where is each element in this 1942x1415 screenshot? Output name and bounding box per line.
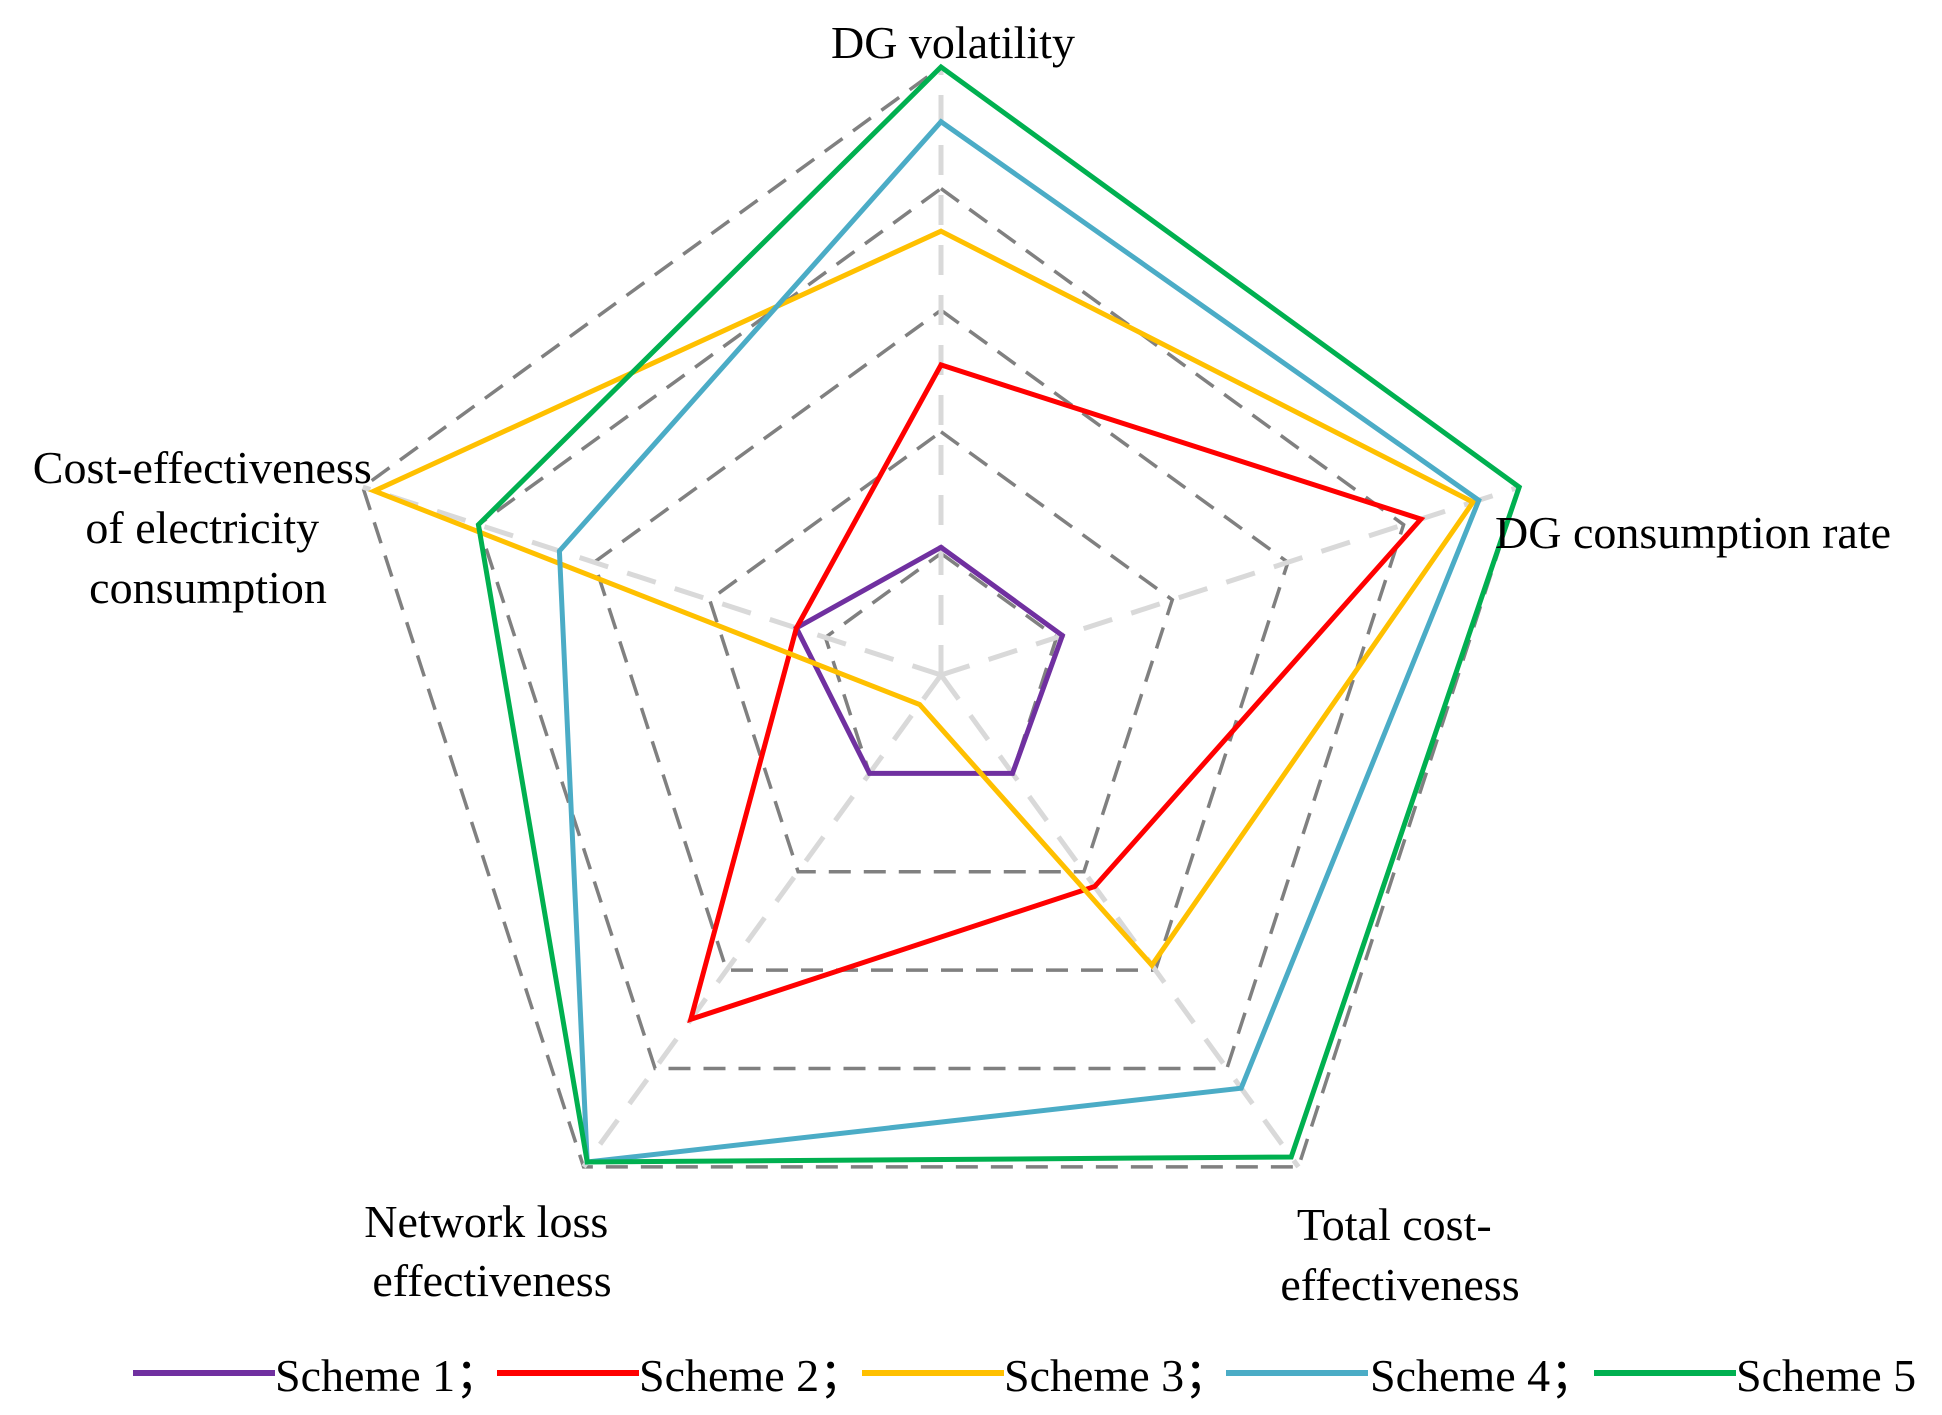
legend-label-scheme-3: Scheme 3； bbox=[1004, 1350, 1230, 1401]
axis-label-line: effectiveness bbox=[1280, 1259, 1519, 1310]
series-line-scheme-2 bbox=[687, 361, 1426, 1024]
axis-label-dg-volatility: DG volatility bbox=[831, 17, 1075, 68]
radar-series bbox=[367, 63, 1523, 1165]
grid-ring-4 bbox=[476, 186, 1406, 1071]
legend-item-scheme-3[interactable]: Scheme 3； bbox=[862, 1350, 1230, 1401]
legend-label-scheme-5: Scheme 5 bbox=[1736, 1350, 1916, 1401]
axis-label-network-loss-effectiveness: Network loss effectiveness bbox=[364, 1196, 620, 1306]
legend-item-scheme-2[interactable]: Scheme 2； bbox=[497, 1350, 865, 1401]
axis-label-line: of electricity bbox=[85, 502, 319, 553]
axis-label-line: DG consumption rate bbox=[1495, 507, 1891, 558]
legend-item-scheme-5[interactable]: Scheme 5 bbox=[1594, 1350, 1916, 1401]
axis-label-line: effectiveness bbox=[372, 1255, 611, 1306]
axis-label-dg-consumption-rate: DG consumption rate bbox=[1495, 507, 1891, 558]
axis-spoke-5 bbox=[362, 484, 942, 678]
legend-item-scheme-1[interactable]: Scheme 1； bbox=[133, 1350, 501, 1401]
grid-ring-2 bbox=[707, 429, 1175, 874]
axis-spoke-3 bbox=[938, 673, 1301, 1169]
series-line-scheme-3 bbox=[367, 228, 1477, 970]
series-line-scheme-1 bbox=[793, 544, 1066, 776]
series-line-scheme-5 bbox=[475, 63, 1523, 1165]
axis-label-total-cost-effectiveness: Total cost- effectiveness bbox=[1280, 1199, 1519, 1310]
axis-labels: DG volatility DG consumption rate Total … bbox=[33, 17, 1891, 1310]
axis-label-cost-effectiveness-of-electricity-consumption: Cost-effectiveness of electricity consum… bbox=[33, 442, 383, 613]
axis-label-line: Total cost- bbox=[1297, 1199, 1492, 1250]
axis-label-line: Cost-effectiveness bbox=[33, 442, 372, 493]
radar-spokes bbox=[362, 67, 1520, 1169]
legend-label-scheme-1: Scheme 1； bbox=[275, 1350, 501, 1401]
legend-label-scheme-2: Scheme 2； bbox=[639, 1350, 865, 1401]
grid-ring-3 bbox=[592, 308, 1290, 972]
legend-item-scheme-4[interactable]: Scheme 4； bbox=[1226, 1350, 1596, 1401]
axis-label-line: DG volatility bbox=[831, 17, 1075, 68]
axis-label-line: consumption bbox=[89, 562, 327, 613]
legend-label-scheme-4: Scheme 4； bbox=[1370, 1350, 1596, 1401]
axis-spoke-2 bbox=[940, 484, 1520, 678]
axis-spoke-4 bbox=[581, 673, 944, 1169]
series-line-scheme-4 bbox=[556, 118, 1482, 1165]
legend: Scheme 1； Scheme 2； Scheme 3； Scheme 4； … bbox=[133, 1350, 1916, 1401]
axis-label-line: Network loss bbox=[364, 1196, 608, 1247]
